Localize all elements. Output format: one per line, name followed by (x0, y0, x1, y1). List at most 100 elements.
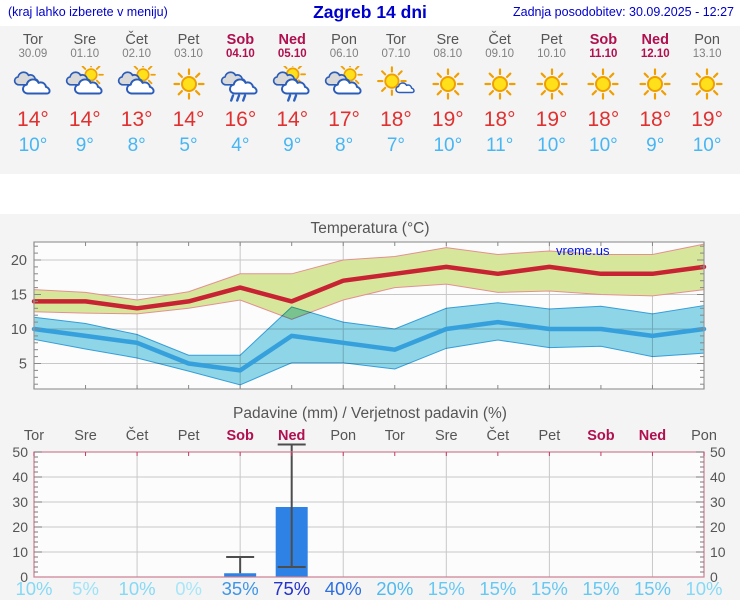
day-name: Tor (22, 32, 43, 48)
probability-label: 15% (428, 578, 465, 599)
forecast-day-column[interactable]: Pet 03.10 14° 5° (163, 33, 215, 174)
partly-cloudy-icon (111, 61, 163, 106)
day-label: Sob (226, 428, 254, 444)
temperature-chart-title: Temperatura (°C) (310, 220, 430, 237)
forecast-day-column[interactable]: Sre 01.10 14° 9° (59, 33, 111, 174)
y-axis-label: 5 (19, 357, 27, 373)
day-label: Čet (126, 427, 149, 444)
sunny-icon (422, 66, 474, 106)
temperature-chart: 5 10 15 20 (11, 241, 707, 390)
day-name: Tor (385, 32, 407, 48)
day-name: Pet (177, 32, 200, 48)
forecast-day-column[interactable]: Pon 06.10 17° 8° (318, 33, 370, 174)
y-axis-label-right: 40 (710, 469, 726, 485)
day-label: Tor (385, 428, 405, 444)
day-max-temp: 14° (17, 108, 49, 131)
y-axis-label-left: 30 (12, 494, 28, 510)
probability-label: 75% (273, 578, 310, 599)
y-axis-label-right: 30 (710, 494, 726, 510)
forecast-day-column[interactable]: Tor 07.10 18° 7° (370, 33, 422, 174)
day-name: Sre (73, 32, 97, 48)
day-date: 07.10 (381, 48, 411, 60)
day-name: Pet (540, 32, 563, 48)
probability-label: 0% (175, 578, 202, 599)
precipitation-chart-title: Padavine (mm) / Verjetnost padavin (%) (233, 405, 507, 422)
plot-area (34, 452, 704, 577)
day-name: Pon (694, 32, 720, 48)
mostly-sunny-icon (370, 66, 422, 106)
day-name: Čet (488, 32, 511, 48)
day-label: Tor (24, 428, 44, 444)
sunny-icon (629, 66, 681, 106)
day-max-temp: 18° (639, 108, 672, 131)
partly-cloudy-icon (318, 61, 370, 106)
day-max-temp: 18° (587, 108, 620, 131)
day-date: 06.10 (329, 48, 359, 60)
chart-frame (33, 451, 705, 578)
forecast-day-column[interactable]: Sob 11.10 18° 10° (577, 33, 629, 174)
y-axis-label-left: 40 (12, 469, 28, 485)
day-label: Čet (487, 427, 510, 444)
day-date: 03.10 (174, 48, 203, 60)
forecast-day-column[interactable]: Ned 05.10 14° 9° (266, 33, 318, 174)
day-name: Sre (436, 32, 460, 48)
day-max-temp: 13° (120, 108, 153, 131)
temp-max-line (31, 264, 707, 311)
sun-rain-icon (266, 61, 318, 106)
day-min-temp: 10° (537, 135, 566, 156)
day-min-temp: 11° (486, 135, 514, 156)
day-min-temp: 10° (433, 135, 463, 156)
day-date: 10.10 (537, 48, 566, 60)
watermark-link[interactable]: vreme.us (556, 243, 610, 258)
page-title: Zagreb 14 dni (313, 2, 427, 22)
day-name: Ned (641, 32, 669, 48)
forecast-day-column[interactable]: Pet 10.10 19° 10° (526, 33, 578, 174)
day-label: Pon (691, 428, 717, 444)
probability-label: 10% (119, 578, 156, 599)
day-max-temp: 18° (380, 108, 412, 131)
day-date: 02.10 (122, 48, 152, 60)
probability-label: 35% (222, 578, 259, 599)
y-axis-label: 10 (11, 322, 27, 338)
day-date: 30.09 (18, 48, 48, 60)
y-axis-label-right: 50 (710, 444, 726, 460)
day-min-temp: 8° (335, 135, 354, 156)
day-date: 05.10 (277, 48, 307, 60)
day-date: 08.10 (433, 48, 463, 60)
y-axis-label-left: 50 (12, 444, 28, 460)
forecast-day-column[interactable]: Tor 30.09 14° 10° (7, 33, 59, 174)
day-min-temp: 10° (692, 135, 722, 156)
day-label: Ned (278, 428, 305, 444)
day-max-temp: 16° (224, 108, 257, 131)
y-axis-label-left: 10 (12, 544, 28, 560)
sunny-icon (526, 66, 578, 106)
precip-bar (224, 573, 257, 577)
probability-label: 40% (325, 578, 362, 599)
day-min-temp: 9° (283, 135, 302, 156)
forecast-day-column[interactable]: Čet 09.10 18° 11° (474, 33, 526, 174)
probability-label: 15% (634, 578, 671, 599)
probability-label: 10% (685, 578, 722, 599)
last-updated: Zadnja posodobitev: 30.09.2025 - 12:27 (512, 5, 734, 19)
cloudy-icon (7, 66, 59, 106)
day-name: Sob (226, 32, 255, 48)
forecast-day-column[interactable]: Sob 04.10 16° 4° (214, 33, 266, 174)
day-min-temp: 8° (127, 135, 146, 156)
y-axis-label-right: 20 (710, 519, 726, 535)
forecast-day-column[interactable]: Ned 12.10 18° 9° (629, 33, 681, 174)
day-label: Sob (587, 428, 615, 444)
day-date: 12.10 (640, 48, 670, 60)
day-date: 11.10 (589, 48, 618, 60)
sunny-icon (474, 66, 526, 106)
day-max-temp: 14° (68, 108, 101, 131)
forecast-day-column[interactable]: Sre 08.10 19° 10° (422, 33, 474, 174)
forecast-day-column[interactable]: Pon 13.10 19° 10° (681, 33, 733, 174)
forecast-day-column[interactable]: Čet 02.10 13° 8° (111, 33, 163, 174)
rain-icon (214, 66, 266, 106)
sunny-icon (681, 66, 733, 106)
day-date: 13.10 (692, 48, 722, 60)
day-label: Sre (74, 428, 97, 444)
y-axis-label-right: 0 (710, 569, 718, 585)
